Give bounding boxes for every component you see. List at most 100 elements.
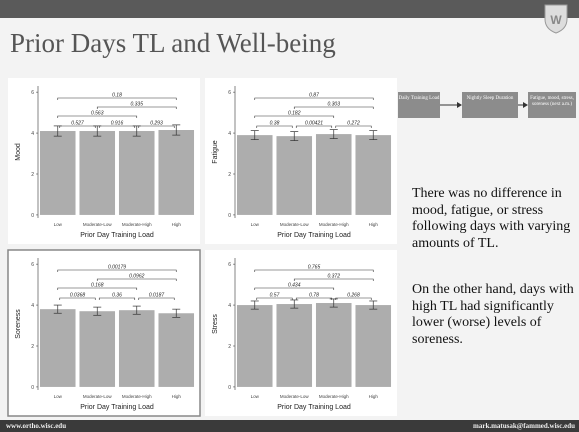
paragraph: There was no difference in mood, fatigue…: [412, 186, 571, 251]
bar: [39, 309, 76, 387]
y-tick-label: 0: [31, 385, 34, 391]
top-band: [0, 0, 579, 18]
y-tick-label: 2: [228, 344, 231, 350]
bar: [118, 131, 155, 215]
y-tick-label: 4: [228, 131, 231, 137]
slide-title: Prior Days TL and Well-being: [10, 28, 336, 58]
p-value-label: 0.57: [270, 293, 280, 299]
flow-box-label: Nightly Sleep Duration: [467, 96, 514, 101]
y-tick-label: 6: [228, 262, 231, 268]
p-value-label: 0.78: [309, 293, 319, 299]
comparison-bracket: [254, 115, 335, 118]
chart-panel: 0 2 4 6 Soreness Prior Day Training Load Low Mo…: [7, 249, 201, 417]
x-tick-label: Low: [251, 394, 260, 399]
comparison-bracket: [138, 125, 175, 128]
paragraph: On the other hand, days with high TL had…: [412, 282, 574, 347]
p-value-label: 0.168: [91, 283, 104, 289]
flow-box-label: Fatigue, mood, stress, soreness (next a.…: [530, 96, 574, 107]
comparison-bracket: [57, 287, 138, 290]
x-tick-label: Moderate-Low: [83, 222, 113, 227]
y-tick-label: 4: [31, 303, 34, 309]
x-axis-label: Prior Day Training Load: [80, 404, 154, 411]
x-tick-label: Moderate-High: [319, 394, 349, 399]
bar: [236, 305, 273, 387]
comparison-bracket: [295, 297, 333, 300]
y-axis-label: Stress: [212, 314, 219, 334]
y-tick-label: 4: [228, 303, 231, 309]
logo: W: [544, 4, 568, 34]
comparison-bracket: [138, 297, 175, 300]
y-tick-label: 2: [31, 172, 34, 178]
y-axis-label: Mood: [15, 143, 22, 161]
x-tick-label: High: [172, 222, 182, 227]
p-value-label: 0.293: [150, 121, 163, 127]
bar: [118, 310, 155, 387]
comparison-bracket: [98, 297, 136, 300]
x-tick-label: Moderate-High: [122, 394, 152, 399]
p-value-label: 0.00421: [305, 121, 323, 127]
flow-text: Fatigue, mood, stress, soreness (next a.…: [530, 96, 574, 107]
p-value-label: 0.372: [327, 274, 340, 280]
y-tick-label: 6: [228, 90, 231, 96]
y-axis-label: Soreness: [15, 309, 22, 339]
x-axis-label: Prior Day Training Load: [277, 232, 351, 239]
comparison-bracket: [254, 97, 374, 100]
p-value-label: 0.182: [288, 111, 301, 117]
p-value-label: 0.563: [91, 111, 104, 117]
bar: [158, 130, 195, 215]
comparison-bracket: [57, 269, 177, 272]
p-value-label: 0.18: [112, 93, 122, 99]
p-value-label: 0.87: [309, 93, 319, 99]
flow-text: Daily Training Load: [398, 96, 440, 101]
x-tick-label: High: [172, 394, 182, 399]
comparison-bracket: [293, 278, 374, 281]
p-value-label: 0.272: [347, 121, 360, 127]
x-tick-label: Moderate-Low: [280, 394, 310, 399]
comparison-bracket: [293, 106, 374, 109]
bar: [39, 131, 76, 215]
comparison-bracket: [57, 97, 177, 100]
chart-panel: 0 2 4 6 Fatigue Prior Day Training Load Low Mod…: [205, 78, 397, 244]
comparison-bracket: [98, 125, 136, 128]
y-tick-label: 2: [31, 344, 34, 350]
svg-text:W: W: [550, 13, 562, 27]
flow-diagram: [398, 92, 576, 118]
x-tick-label: High: [369, 222, 379, 227]
bar: [276, 136, 313, 215]
y-tick-label: 4: [31, 131, 34, 137]
footer: www.ortho.wisc.edu mark.matusak@fammed.w…: [0, 420, 579, 432]
p-value-label: 0.765: [308, 265, 321, 271]
comparison-bracket: [254, 287, 335, 290]
x-tick-label: High: [369, 394, 379, 399]
p-value-label: 0.434: [288, 283, 301, 289]
y-tick-label: 0: [31, 213, 34, 219]
p-value-label: 0.0368: [70, 293, 86, 299]
p-value-label: 0.00179: [108, 265, 126, 271]
footer-right: mark.matusak@fammed.wisc.edu: [473, 422, 575, 430]
comparison-bracket: [96, 106, 177, 109]
x-tick-label: Moderate-Low: [280, 222, 310, 227]
p-value-label: 0.527: [71, 121, 84, 127]
x-tick-label: Low: [54, 222, 63, 227]
x-axis-label: Prior Day Training Load: [80, 232, 154, 239]
p-value-label: 0.36: [112, 293, 122, 299]
y-tick-label: 6: [31, 90, 34, 96]
comparison-bracket: [256, 297, 293, 300]
x-tick-label: Moderate-High: [319, 222, 349, 227]
chart-panel: 0 2 4 6 Stress Prior Day Training Load Low Mode…: [205, 250, 397, 416]
x-tick-label: Low: [251, 222, 260, 227]
p-value-label: 0.335: [130, 102, 143, 108]
y-axis-label: Fatigue: [212, 140, 219, 163]
bar: [79, 311, 116, 387]
comparison-bracket: [335, 297, 372, 300]
comparison-bracket: [295, 125, 333, 128]
y-tick-label: 2: [228, 172, 231, 178]
comparison-bracket: [59, 125, 96, 128]
bar: [79, 131, 116, 215]
x-tick-label: Low: [54, 394, 63, 399]
comparison-bracket: [254, 269, 374, 272]
bar: [315, 134, 352, 215]
p-value-label: 0.268: [347, 293, 360, 299]
x-tick-label: Moderate-Low: [83, 394, 113, 399]
